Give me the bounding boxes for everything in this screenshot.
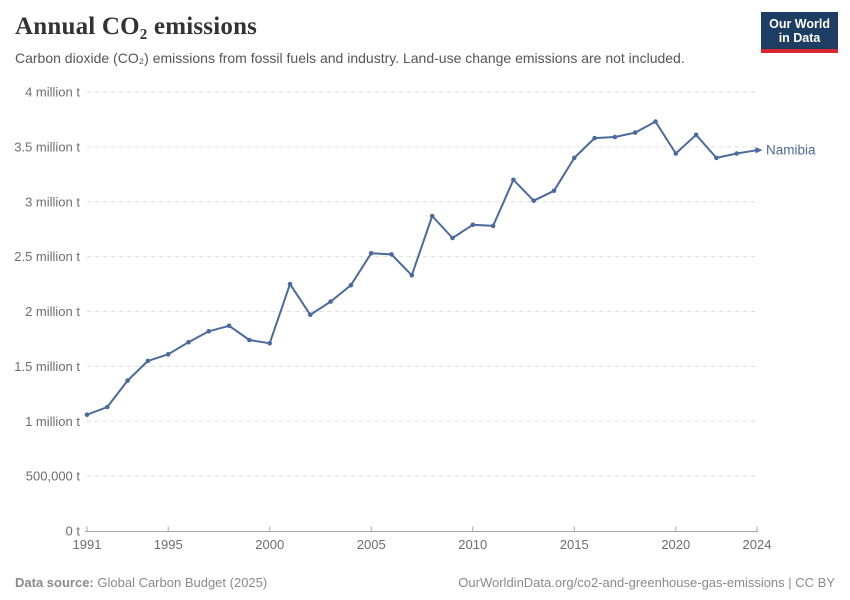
y-axis-tick-label: 500,000 t — [26, 469, 81, 484]
x-axis-tick-label: 2005 — [357, 537, 386, 552]
chart-header: Annual CO₂ emissions Our World in Data C… — [0, 0, 850, 67]
y-axis-tick-label: 1 million t — [25, 414, 80, 429]
data-point[interactable] — [105, 404, 110, 410]
data-point[interactable] — [511, 177, 516, 183]
data-point[interactable] — [470, 222, 476, 228]
data-source-link[interactable]: Global Carbon Budget (2025) — [97, 575, 268, 590]
y-axis-tick-label: 4 million t — [25, 85, 80, 100]
data-point[interactable] — [206, 329, 212, 334]
x-axis-tick-label: 2024 — [743, 537, 772, 552]
page-title: Annual CO₂ emissions — [15, 13, 258, 40]
data-point[interactable] — [226, 323, 232, 329]
x-axis-tick-label: 1991 — [73, 537, 102, 552]
y-axis-tick-label: 3.5 million t — [14, 139, 80, 154]
data-point[interactable] — [531, 198, 536, 203]
data-point[interactable] — [125, 378, 130, 383]
data-point[interactable] — [348, 282, 354, 288]
data-point[interactable] — [287, 281, 293, 287]
data-point[interactable] — [632, 130, 638, 135]
owid-logo-line2: in Data — [778, 31, 821, 45]
data-point[interactable] — [693, 132, 699, 138]
data-point[interactable] — [450, 235, 455, 241]
x-axis-tick-label: 2010 — [458, 537, 487, 552]
data-line-namibia[interactable] — [86, 120, 758, 416]
data-point[interactable] — [328, 299, 333, 304]
data-point[interactable] — [409, 273, 415, 278]
y-axis-tick-label: 1.5 million t — [14, 359, 80, 374]
x-axis-tick-label: 2020 — [661, 537, 690, 552]
y-axis-tick-label: 0 t — [66, 524, 81, 539]
entity-label-namibia[interactable]: Namibia — [766, 143, 816, 158]
attribution-link[interactable]: OurWorldinData.org/co2-and-greenhouse-ga… — [458, 575, 835, 590]
data-point[interactable] — [267, 341, 273, 346]
data-point[interactable] — [673, 151, 679, 156]
data-source-label: Data source: — [15, 575, 94, 590]
data-point[interactable] — [247, 337, 252, 343]
chart-subtitle: Carbon dioxide (CO₂) emissions from foss… — [15, 50, 685, 66]
data-point[interactable] — [572, 155, 577, 161]
data-point[interactable] — [429, 213, 435, 219]
data-point[interactable] — [308, 312, 313, 318]
data-point[interactable] — [714, 155, 719, 161]
data-point[interactable] — [368, 251, 374, 256]
y-axis-tick-label: 3 million t — [25, 194, 80, 209]
data-point[interactable] — [165, 352, 171, 357]
data-source: Data source: Global Carbon Budget (2025) — [15, 575, 267, 590]
data-point[interactable] — [612, 134, 618, 140]
y-axis-tick-label: 2.5 million t — [14, 249, 80, 264]
data-point[interactable] — [389, 252, 394, 257]
x-axis-tick-label: 1995 — [154, 537, 183, 552]
data-point[interactable] — [592, 135, 597, 141]
data-point[interactable] — [186, 339, 191, 345]
owid-logo[interactable]: Our World in Data — [761, 12, 838, 53]
data-point[interactable] — [653, 119, 658, 124]
data-point[interactable] — [734, 151, 739, 156]
owid-logo-line1: Our World — [769, 17, 830, 31]
chart-footer: Data source: Global Carbon Budget (2025)… — [15, 575, 835, 590]
data-point[interactable] — [551, 188, 557, 194]
x-axis-tick-label: 2015 — [560, 537, 589, 552]
data-point[interactable] — [145, 358, 151, 364]
y-axis-tick-label: 2 million t — [25, 304, 80, 319]
x-axis-tick-label: 2000 — [255, 537, 284, 552]
data-point[interactable] — [490, 223, 496, 229]
data-point[interactable] — [84, 412, 90, 418]
line-end-arrow-icon — [755, 146, 763, 154]
